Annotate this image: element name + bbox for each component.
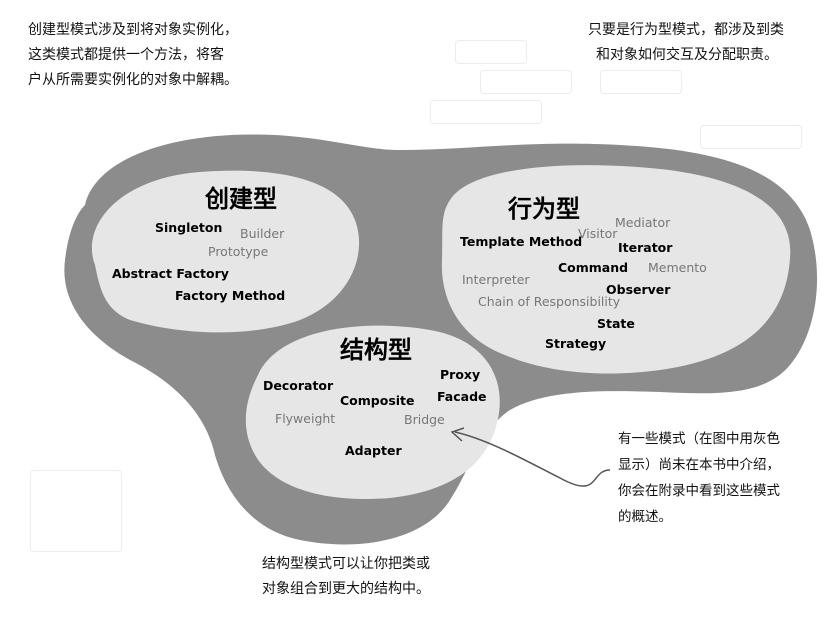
- pattern-label: Prototype: [208, 244, 269, 259]
- ghost-box: [700, 125, 802, 149]
- note-line: 显示）尚未在本书中介绍，: [618, 457, 780, 473]
- ghost-box: [455, 40, 527, 64]
- ghost-box: [430, 100, 542, 124]
- note-arrowhead-icon: [450, 427, 465, 442]
- structural-callout: 结构型模式可以让你把类或 对象组合到更大的结构中。: [262, 552, 430, 602]
- behavioral-callout-line: 和对象如何交互及分配职责。: [596, 47, 778, 63]
- pattern-label: Builder: [240, 226, 285, 241]
- creational-title: 创建型: [204, 185, 277, 213]
- pattern-label: Mediator: [615, 215, 671, 230]
- behavioral-callout: 只要是行为型模式，都涉及到类 和对象如何交互及分配职责。: [588, 18, 784, 68]
- pattern-label: Bridge: [404, 412, 445, 427]
- pattern-label: Proxy: [440, 367, 480, 382]
- pattern-label: Visitor: [578, 226, 618, 241]
- pattern-label: Abstract Factory: [112, 266, 229, 281]
- pattern-label: Interpreter: [462, 272, 530, 287]
- pattern-label: Command: [558, 260, 628, 275]
- behavioral-region: [441, 165, 791, 374]
- pattern-label: Template Method: [460, 234, 582, 249]
- pattern-label: Chain of Responsibility: [478, 294, 621, 309]
- pattern-label: State: [597, 316, 635, 331]
- pattern-label: Factory Method: [175, 288, 285, 303]
- pattern-label: Composite: [340, 393, 415, 408]
- pattern-label: Strategy: [545, 336, 606, 351]
- pattern-label: Iterator: [618, 240, 673, 255]
- pattern-label: Memento: [648, 260, 707, 275]
- note-line: 的概述。: [618, 509, 672, 525]
- pattern-label: Singleton: [155, 220, 222, 235]
- pattern-label: Facade: [437, 389, 487, 404]
- pattern-label: Decorator: [263, 378, 334, 393]
- structural-region: [245, 325, 500, 500]
- ghost-box: [480, 70, 572, 94]
- behavioral-callout-line: 只要是行为型模式，都涉及到类: [588, 22, 784, 38]
- creational-region: [91, 170, 360, 333]
- pattern-label: Observer: [606, 282, 671, 297]
- creational-callout: 创建型模式涉及到将对象实例化， 这类模式都提供一个方法，将客 户从所需要实例化的…: [28, 18, 238, 93]
- structural-title: 结构型: [340, 336, 412, 364]
- creational-patterns: Singleton Builder Prototype Abstract Factor…: [112, 220, 285, 303]
- creational-callout-line: 户从所需要实例化的对象中解耦。: [28, 72, 238, 88]
- note-line: 有一些模式（在图中用灰色: [618, 431, 780, 447]
- structural-callout-line: 对象组合到更大的结构中。: [262, 581, 430, 597]
- creational-callout-line: 创建型模式涉及到将对象实例化，: [28, 22, 238, 38]
- structural-callout-line: 结构型模式可以让你把类或: [262, 556, 430, 572]
- structural-patterns: Proxy Decorator Facade Composite Flyweight Br…: [263, 367, 487, 458]
- ghost-box: [30, 470, 122, 552]
- pattern-label: Adapter: [345, 443, 402, 458]
- ghost-box: [600, 70, 682, 94]
- gray-patterns-note: 有一些模式（在图中用灰色 显示）尚未在本书中介绍， 你会在附录中看到这些模式 的…: [618, 426, 780, 530]
- pattern-label: Flyweight: [275, 411, 335, 426]
- note-arrow: [454, 431, 611, 487]
- note-line: 你会在附录中看到这些模式: [618, 483, 780, 499]
- creational-callout-line: 这类模式都提供一个方法，将客: [28, 47, 224, 63]
- behavioral-title: 行为型: [507, 195, 580, 223]
